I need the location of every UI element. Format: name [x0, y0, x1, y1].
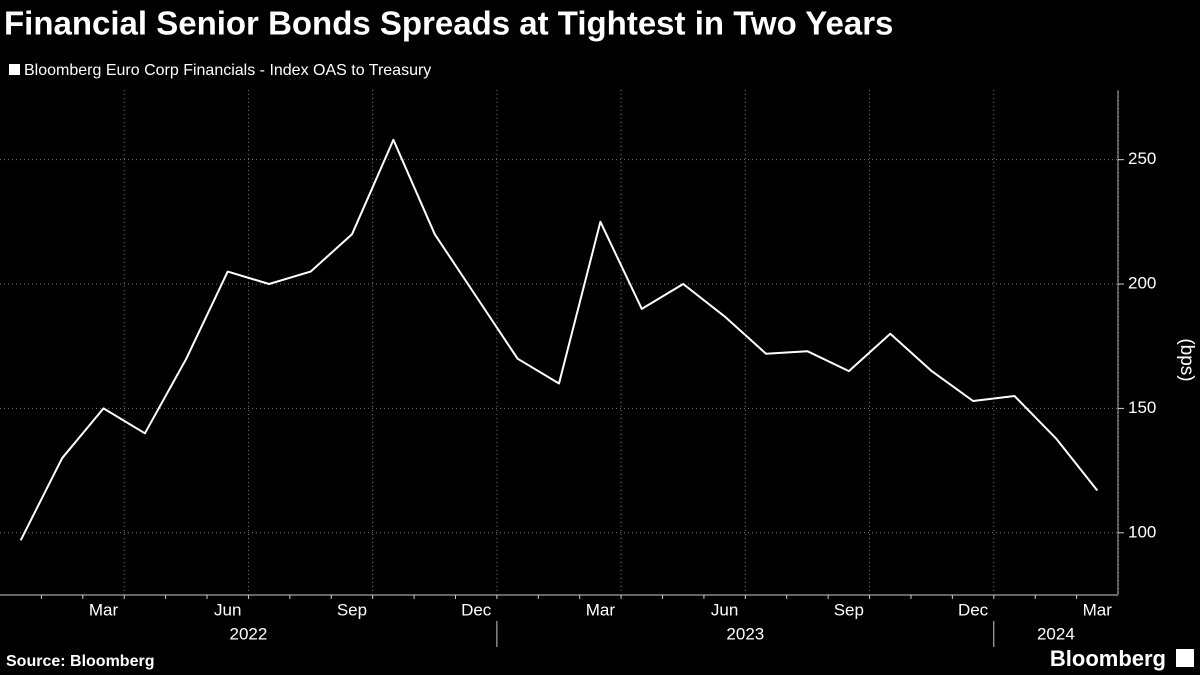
x-tick-label: Mar [586, 600, 616, 619]
x-year-label: 2023 [726, 624, 764, 643]
x-tick-label: Sep [337, 600, 367, 619]
x-tick-label: Dec [958, 600, 989, 619]
legend-swatch [9, 64, 20, 75]
legend-label: Bloomberg Euro Corp Financials - Index O… [24, 62, 431, 79]
line-series [19, 138, 1099, 541]
y-tick-label: 150 [1128, 398, 1156, 417]
chart-title: Financial Senior Bonds Spreads at Tighte… [4, 5, 893, 42]
brand: Bloomberg [1050, 646, 1166, 671]
x-year-label: 2022 [230, 624, 268, 643]
source: Source: Bloomberg [6, 653, 154, 670]
y-axis-label: (bps) [1176, 338, 1197, 381]
x-tick-label: Jun [214, 600, 241, 619]
brand-icon [1176, 649, 1194, 667]
x-tick-label: Mar [89, 600, 119, 619]
x-tick-label: Jun [711, 600, 738, 619]
y-tick-label: 100 [1128, 522, 1156, 541]
y-tick-label: 200 [1128, 274, 1156, 293]
x-year-label: 2024 [1037, 624, 1075, 643]
x-tick-label: Dec [461, 600, 492, 619]
x-tick-label: Mar [1083, 600, 1113, 619]
y-tick-label: 250 [1128, 149, 1156, 168]
x-tick-label: Sep [834, 600, 864, 619]
